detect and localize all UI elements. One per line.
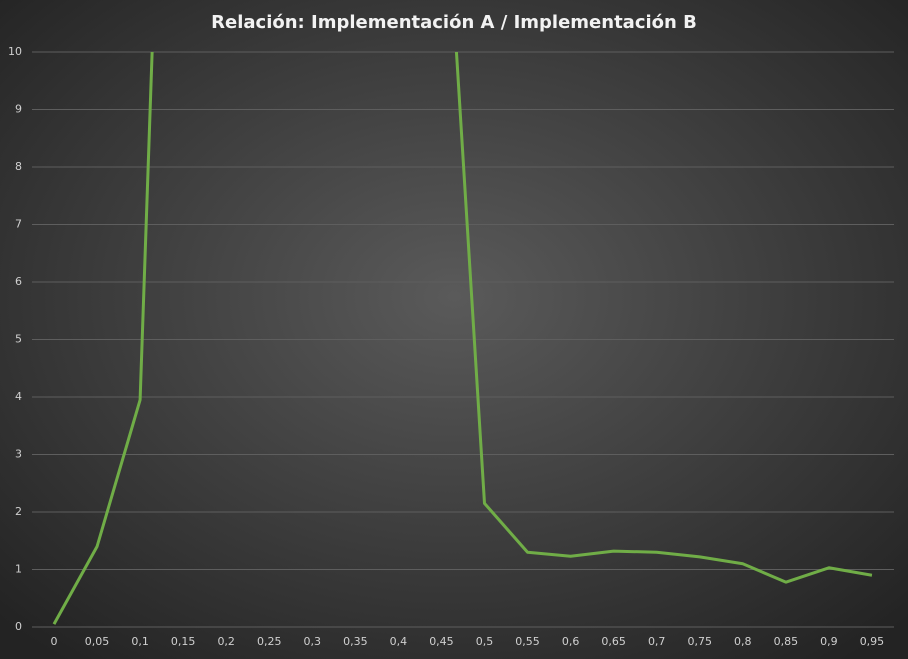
x-tick-label: 0,85 [774,635,799,648]
x-tick-label: 0,75 [688,635,713,648]
y-tick-label: 1 [15,563,22,576]
x-tick-label: 0,6 [562,635,580,648]
y-tick-label: 9 [15,103,22,116]
chart-title: Relación: Implementación A / Implementac… [211,12,697,33]
x-tick-label: 0,4 [390,635,408,648]
x-tick-label: 0,5 [476,635,494,648]
x-tick-label: 0,05 [85,635,110,648]
x-tick-label: 0,3 [304,635,322,648]
x-tick-label: 0,9 [820,635,838,648]
x-tick-label: 0 [51,635,58,648]
y-tick-label: 3 [15,448,22,461]
x-tick-label: 0,95 [860,635,885,648]
x-tick-label: 0,45 [429,635,454,648]
y-tick-label: 0 [15,620,22,633]
y-tick-label: 5 [15,333,22,346]
plot-area [52,52,873,625]
x-tick-label: 0,7 [648,635,666,648]
y-tick-label: 10 [8,45,22,58]
x-tick-label: 0,2 [217,635,235,648]
x-tick-label: 0,35 [343,635,368,648]
y-tick-label: 7 [15,218,22,231]
data-line [52,52,873,625]
x-tick-label: 0,15 [171,635,196,648]
x-tick-label: 0,8 [734,635,752,648]
y-tick-label: 8 [15,160,22,173]
y-tick-label: 4 [15,390,22,403]
x-tick-label: 0,55 [515,635,540,648]
x-tick-label: 0,1 [131,635,149,648]
x-tick-label: 0,65 [601,635,626,648]
x-tick-label: 0,25 [257,635,282,648]
y-tick-label: 2 [15,505,22,518]
y-tick-label: 6 [15,275,22,288]
